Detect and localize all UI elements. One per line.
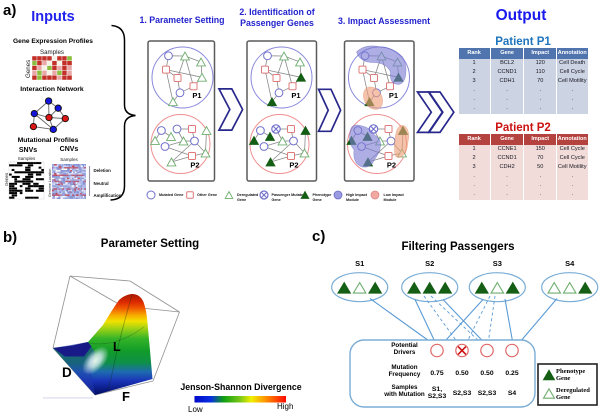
svg-text:Module: Module: [384, 198, 397, 202]
svg-text:Low Impact: Low Impact: [384, 193, 405, 197]
svg-text:Deregulated: Deregulated: [237, 193, 259, 197]
svg-text:Gene: Gene: [272, 198, 281, 202]
svg-text:High Impact: High Impact: [346, 193, 368, 197]
svg-text:P2: P2: [289, 161, 298, 170]
svg-text:P2: P2: [387, 161, 396, 170]
svg-text:Mutated Gene: Mutated Gene: [159, 193, 183, 197]
svg-text:Phenotype: Phenotype: [313, 193, 332, 197]
svg-text:Gene: Gene: [237, 198, 246, 202]
svg-text:P1: P1: [192, 91, 201, 100]
svg-text:P1: P1: [389, 91, 398, 100]
svg-text:Passenger Mutated: Passenger Mutated: [272, 193, 307, 197]
svg-text:Module: Module: [346, 198, 359, 202]
svg-text:Other Gene: Other Gene: [197, 193, 217, 197]
svg-text:P1: P1: [291, 91, 300, 100]
svg-text:Gene: Gene: [313, 198, 322, 202]
svg-text:P2: P2: [190, 161, 199, 170]
